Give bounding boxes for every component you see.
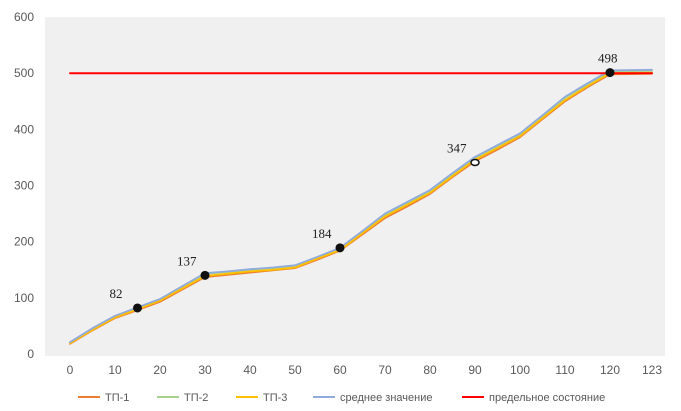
data-point-marker [470,158,480,167]
x-tick-label: 120 [600,363,620,377]
legend-label-2: ТП-3 [263,392,287,404]
x-tick-label: 40 [243,363,257,377]
series-lines [69,68,653,345]
x-tick-label: 90 [468,363,482,377]
x-tick-label: 123 [642,363,662,377]
y-tick-label: 200 [14,235,34,249]
x-tick-label: 50 [288,363,302,377]
x-tick-label: 110 [555,363,574,377]
y-tick-label: 300 [14,179,34,193]
legend: ТП-1 ТП-2 ТП-3 среднее значение предельное с… [78,392,605,404]
x-axis: 0 10 20 30 40 50 60 70 80 90 100 110 120 123 [67,363,663,377]
data-point-marker [335,243,345,253]
x-tick-label: 30 [198,363,212,377]
y-tick-label: 0 [27,347,34,361]
y-tick-label: 600 [14,10,34,24]
data-label: 347 [447,140,467,155]
data-markers: 82 137 184 347 498 [110,51,618,313]
y-tick-label: 400 [14,122,34,136]
x-tick-label: 100 [510,363,530,377]
data-point-marker [605,68,615,78]
x-tick-label: 60 [333,363,347,377]
series-line-3 [69,68,653,344]
data-label: 137 [177,253,197,268]
legend-label-0: ТП-1 [105,392,129,404]
data-label: 82 [110,286,123,301]
legend-label-1: ТП-2 [184,392,208,404]
data-point-marker [133,303,142,313]
data-label: 498 [598,51,618,66]
data-point-marker [200,270,210,280]
y-tick-label: 100 [14,291,34,305]
x-tick-label: 70 [378,363,392,377]
legend-label-3: среднее значение [340,392,432,404]
x-tick-label: 0 [67,363,74,377]
legend-label-4: предельное состояние [489,392,605,404]
data-label: 184 [312,226,332,241]
y-axis: 0 100 200 300 400 500 600 [14,10,34,361]
x-tick-label: 80 [423,363,437,377]
y-tick-label: 500 [14,66,34,80]
series-line-2 [69,71,653,345]
x-tick-label: 20 [153,363,167,377]
x-tick-label: 10 [108,363,122,377]
